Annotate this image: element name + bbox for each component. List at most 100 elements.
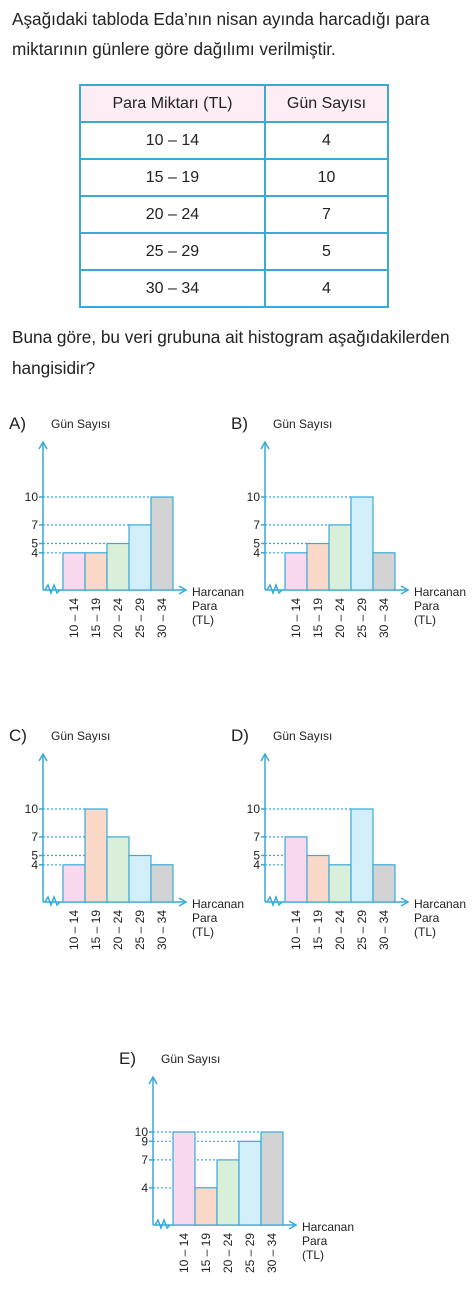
table-cell-days: 7 [263,195,390,234]
y-axis-title: Gün Sayısı [161,1052,220,1066]
y-axis-title: Gün Sayısı [51,417,110,431]
x-axis-title-line: Para [192,911,218,925]
histogram-bar [172,1131,196,1226]
y-tick-label: 5 [253,849,260,863]
y-tick-label: 7 [31,518,38,532]
x-tick-label: 10 – 14 [289,910,303,950]
axis-break-icon [266,894,283,908]
table-cell-days: 5 [263,232,390,271]
table-cell-days: 10 [263,158,390,197]
table-cell-amount: 30 – 34 [79,269,266,308]
y-axis-title: Gün Sayısı [273,729,332,743]
x-tick-label: 30 – 34 [377,598,391,638]
x-tick-label: 15 – 19 [311,598,325,638]
histogram-bar [106,542,130,591]
y-tick-label: 10 [247,490,261,504]
y-tick-label: 4 [253,546,260,560]
x-axis-arrow [400,585,410,595]
histogram-bar [128,524,152,591]
axis-break-icon [154,1217,171,1231]
y-tick-label: 5 [31,537,38,551]
y-tick-label: 10 [25,490,39,504]
y-tick-label: 9 [141,1134,148,1148]
axis-break-icon [266,582,283,596]
x-axis-title-line: (TL) [192,613,214,627]
intro-text: Aşağıdaki tabloda Eda’nın nisan ayında h… [12,9,430,59]
x-tick-label: 20 – 24 [333,598,347,638]
x-tick-label: 25 – 29 [133,598,147,638]
table-cell-days: 4 [263,121,390,160]
x-tick-label: 25 – 29 [355,910,369,950]
table-cell-amount: 10 – 14 [79,121,266,160]
x-axis-title-line: Para [414,911,440,925]
y-tick-label: 7 [141,1153,148,1167]
option-label: D) [231,726,249,745]
x-axis-title-line: (TL) [302,1248,324,1262]
histogram-bar [372,552,396,591]
x-tick-label: 15 – 19 [311,910,325,950]
histogram-bar [306,542,330,591]
x-axis-title-line: Harcanan [192,585,244,599]
histogram-bar [106,836,130,903]
x-axis-title-line: Harcanan [414,897,466,911]
y-tick-label: 4 [31,546,38,560]
histogram-bar [128,854,152,903]
y-tick-label: 10 [25,802,39,816]
x-axis-arrow [288,1220,298,1230]
x-tick-label: 25 – 29 [133,910,147,950]
histogram-bar [328,524,352,591]
x-tick-label: 20 – 24 [111,598,125,638]
table-row: 10 – 14 4 [79,121,390,160]
histogram-bar [284,552,308,591]
histogram-bar [238,1140,262,1226]
y-axis-arrow [148,1075,158,1085]
histogram-bar [150,496,174,591]
table-row: 30 – 34 4 [79,269,390,308]
x-axis-arrow [400,897,410,907]
x-tick-label: 30 – 34 [377,910,391,950]
y-axis-title: Gün Sayısı [273,417,332,431]
table-row: 20 – 24 7 [79,195,390,234]
histogram-bar [62,864,86,903]
y-tick-label: 10 [247,802,261,816]
x-tick-label: 25 – 29 [243,1233,257,1273]
x-axis-title-line: Harcanan [302,1220,354,1234]
table-header-days: Gün Sayısı [263,84,390,123]
x-axis-title-line: Para [302,1234,328,1248]
y-tick-label: 5 [253,537,260,551]
histogram-bar [260,1131,284,1226]
y-tick-label: 4 [141,1181,148,1195]
x-axis-title-line: Harcanan [414,585,466,599]
option-label: A) [9,414,26,433]
option-label: E) [119,1049,136,1068]
x-axis-title-line: Para [414,599,440,613]
y-axis-arrow [38,752,48,762]
axis-break-icon [44,894,61,908]
x-tick-label: 30 – 34 [265,1233,279,1273]
frequency-table: Para Miktarı (TL) Gün Sayısı 10 – 14 4 1… [79,84,390,308]
table-cell-days: 4 [263,269,390,308]
x-axis-title-line: (TL) [414,613,436,627]
x-tick-label: 15 – 19 [199,1233,213,1273]
y-tick-label: 4 [31,858,38,872]
y-tick-label: 7 [253,518,260,532]
histogram-bar [62,552,86,591]
y-axis-arrow [38,440,48,450]
x-axis-arrow [178,585,188,595]
x-tick-label: 20 – 24 [333,910,347,950]
histogram-bar [328,864,352,903]
y-tick-label: 4 [253,858,260,872]
option-label: B) [231,414,248,433]
x-tick-label: 10 – 14 [177,1233,191,1273]
histogram-bar [350,808,374,903]
y-tick-label: 7 [31,830,38,844]
histogram-bar [306,854,330,903]
question-text: Buna göre, bu veri grubuna ait histogram… [12,327,450,378]
histogram-bar [150,864,174,903]
x-tick-label: 25 – 29 [355,598,369,638]
